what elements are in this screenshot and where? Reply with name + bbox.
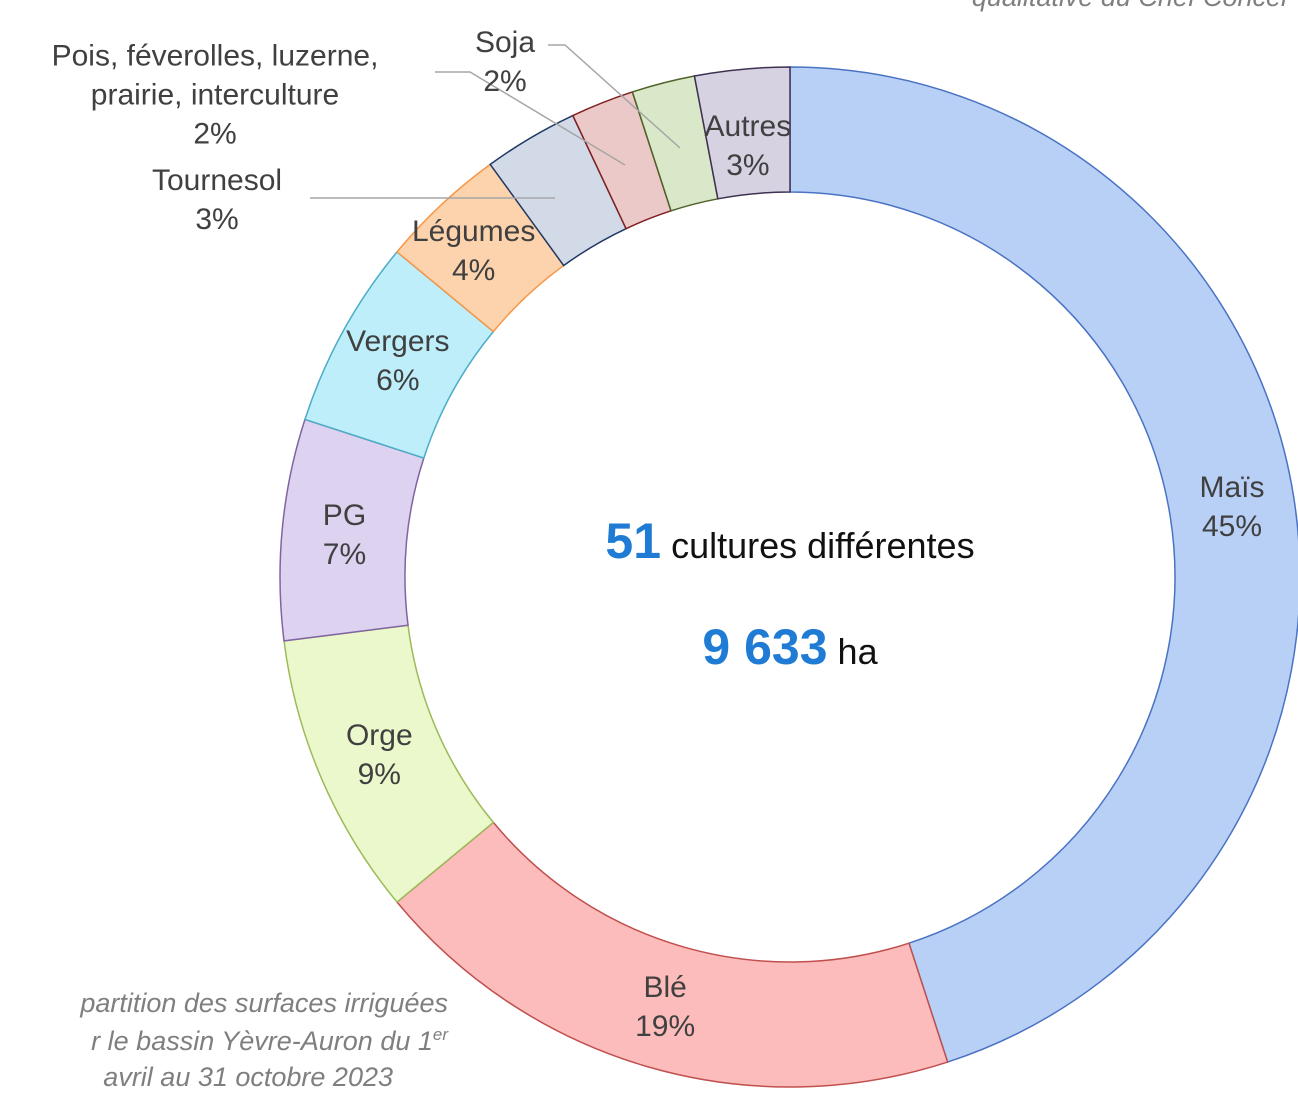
category-name: Blé bbox=[643, 970, 687, 1004]
category-name: Orge bbox=[345, 718, 413, 752]
slice-label: Autres 3% bbox=[705, 107, 792, 185]
value-label: 45% bbox=[1201, 509, 1263, 543]
caption-3: avril au 31 octobre 2023 bbox=[103, 1062, 393, 1092]
value-label: 19% bbox=[635, 1009, 696, 1043]
slice-label: Légumes 4% bbox=[412, 212, 535, 290]
slice-label: Maïs 45% bbox=[1199, 468, 1264, 546]
area-unit: ha bbox=[837, 631, 878, 672]
value-label: 4% bbox=[451, 253, 496, 287]
value-label: 2% bbox=[483, 65, 527, 98]
category-name: Soja bbox=[474, 26, 536, 59]
category-name: Légumes bbox=[411, 214, 536, 248]
category-name: Vergers bbox=[346, 325, 450, 359]
slice bbox=[789, 66, 1298, 1063]
caption-2-text: r le bassin Yèvre-Auron du 1 bbox=[91, 1026, 433, 1056]
slice-label: Orge 9% bbox=[346, 716, 413, 794]
caption-2: r le bassin Yèvre-Auron du 1er bbox=[91, 1025, 448, 1057]
category-name: Pois, féverolles, luzerne, prairie, inte… bbox=[51, 39, 379, 112]
value-label: 3% bbox=[195, 203, 239, 236]
slice-label: Pois, féverolles, luzerne, prairie, inte… bbox=[5, 37, 425, 154]
category-name: Tournesol bbox=[151, 164, 283, 197]
caption-1: partition des surfaces irriguées bbox=[80, 988, 448, 1018]
category-name: Autres bbox=[704, 110, 792, 144]
count-label: cultures différentes bbox=[671, 525, 975, 566]
value-label: 9% bbox=[357, 757, 401, 791]
slice bbox=[693, 66, 791, 200]
slice-label: Vergers 6% bbox=[346, 322, 449, 400]
value-label: 7% bbox=[322, 537, 367, 571]
slice bbox=[395, 821, 949, 1088]
slice-label: Tournesol 3% bbox=[152, 161, 282, 239]
category-name: Maïs bbox=[1199, 470, 1265, 504]
caption-sup: er bbox=[432, 1025, 448, 1044]
value-label: 2% bbox=[193, 117, 237, 151]
slice-label: PG 7% bbox=[323, 496, 366, 574]
category-name: PG bbox=[322, 498, 367, 532]
center-line-2: 9 633 ha bbox=[702, 618, 877, 676]
title: qualitative du Chef Concer bbox=[972, 0, 1290, 13]
leader-line bbox=[548, 44, 681, 149]
area: 9 633 bbox=[702, 619, 828, 675]
center-line-1: 51 cultures différentes bbox=[605, 512, 974, 570]
value-label: 3% bbox=[726, 149, 770, 183]
slice-label: Soja 2% bbox=[475, 23, 535, 101]
value-label: 6% bbox=[376, 364, 420, 398]
leader-line bbox=[435, 71, 626, 166]
slice-label: Blé 19% bbox=[635, 968, 695, 1046]
count: 51 bbox=[605, 513, 662, 569]
